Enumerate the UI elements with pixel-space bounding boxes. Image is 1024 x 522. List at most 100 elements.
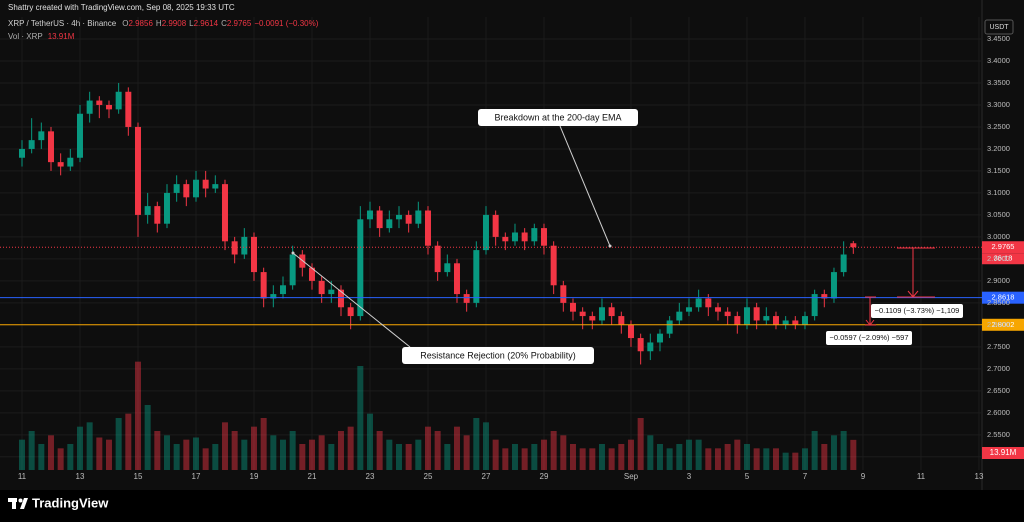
y-tick-label: 2.6500 [987,386,1010,395]
candle-body [840,254,847,273]
logo-dot [18,498,23,503]
x-tick-label: 7 [803,472,808,481]
measure-arrow [865,319,875,326]
ohlc-value: 2.9765 [227,19,252,28]
candle-body [753,307,760,321]
volume-bar [183,439,190,470]
candle-body [763,316,770,321]
y-tick-label: 3.3500 [987,78,1010,87]
y-tick-label: 2.7500 [987,342,1010,351]
volume-bar [637,418,644,470]
volume-bar [705,448,712,470]
measure-box [826,331,912,345]
measure-tool [897,247,935,298]
volume-bar [676,444,683,470]
candle-body [550,245,557,286]
y-tick-label: 3.4500 [987,34,1010,43]
attribution: Shattry created with TradingView.com, Se… [8,3,235,12]
x-tick-label: 3 [687,472,692,481]
candle-body [772,316,779,325]
candles [18,82,857,365]
candle-body [231,241,238,255]
annotation-line [559,125,611,247]
candle-body [743,307,750,325]
candle-body [637,338,644,352]
volume-bar [376,431,383,470]
countdown-box [982,253,1024,265]
candle-body [521,232,528,242]
annotation: Resistance Rejection (20% Probability) [420,350,576,360]
candle-body [502,236,509,242]
grid [0,17,982,470]
y-tick-label: 3.3000 [987,100,1010,109]
volume-bar [395,444,402,470]
x-tick-label: 23 [366,472,375,481]
candle-body [608,307,615,317]
volume-bar [743,444,750,470]
volume-bar [308,439,315,470]
volume-bar [424,426,431,470]
measure-label: −0.0597 (−2.09%) −597 [829,333,908,342]
volume-bar [318,435,325,470]
volume-bar [782,452,789,470]
price-label: 2.9765 [992,242,1015,251]
y-tick-label: 2.8000 [987,320,1010,329]
candle-body [589,316,596,321]
candle-body [724,311,731,317]
price-label-box [982,318,1024,331]
volume-bar [685,439,692,470]
candle-body [134,126,141,215]
volume-bar [144,405,151,470]
x-tick-label: 15 [134,472,143,481]
volume-bar [96,437,103,470]
volume-bar [212,444,219,470]
annotation: Breakdown at the 200-day EMA [494,112,621,122]
candle-body [366,210,373,220]
volume-bar [666,448,673,470]
candle-body [67,157,74,167]
candle-body [86,100,93,114]
volume-bar [502,448,509,470]
x-tick-label: 5 [745,472,750,481]
ohlc-key: O [122,19,128,28]
volume-bar [569,444,576,470]
symbol-line: XRP / TetherUS · 4h · Binance O2.9856 H2.9… [8,19,319,28]
footer [0,490,1024,522]
candle-body [183,184,190,198]
volume-bar [357,366,364,470]
volume-bar [38,444,45,470]
candle-body [656,333,663,343]
ohlc-key: L [189,19,194,28]
x-tick-label: 9 [861,472,866,481]
x-tick-label: 13 [975,472,984,481]
volume-bar [840,431,847,470]
candle-body [270,294,277,299]
x-tick-label: 21 [308,472,317,481]
volume-bar [792,452,799,470]
candle-body [579,311,586,317]
volume-label: 13.91M [990,448,1017,457]
volume-bar [647,435,654,470]
currency-box[interactable] [984,19,1014,35]
volume-bar [850,439,857,470]
currency[interactable]: USDT [989,24,1009,31]
measure-box [871,304,963,318]
candle-body [598,307,605,321]
volume-bar [289,431,296,470]
candle-body [705,298,712,308]
x-tick-label: 25 [424,472,433,481]
volume-bar [366,413,373,470]
volume-bar [173,444,180,470]
countdown: 36:18 [994,254,1013,263]
x-tick-label: Sep [624,472,639,481]
volume-bar [86,422,93,470]
volume-bar [821,444,828,470]
candle-body [714,307,721,312]
volume-bar [560,435,567,470]
volume-bar [473,418,480,470]
symbol: XRP / TetherUS · 4h · Binance [8,19,117,28]
candle-body [38,131,45,141]
candle-body [782,320,789,325]
price-label-box [982,291,1024,304]
price-label: 2.8618 [992,293,1015,302]
